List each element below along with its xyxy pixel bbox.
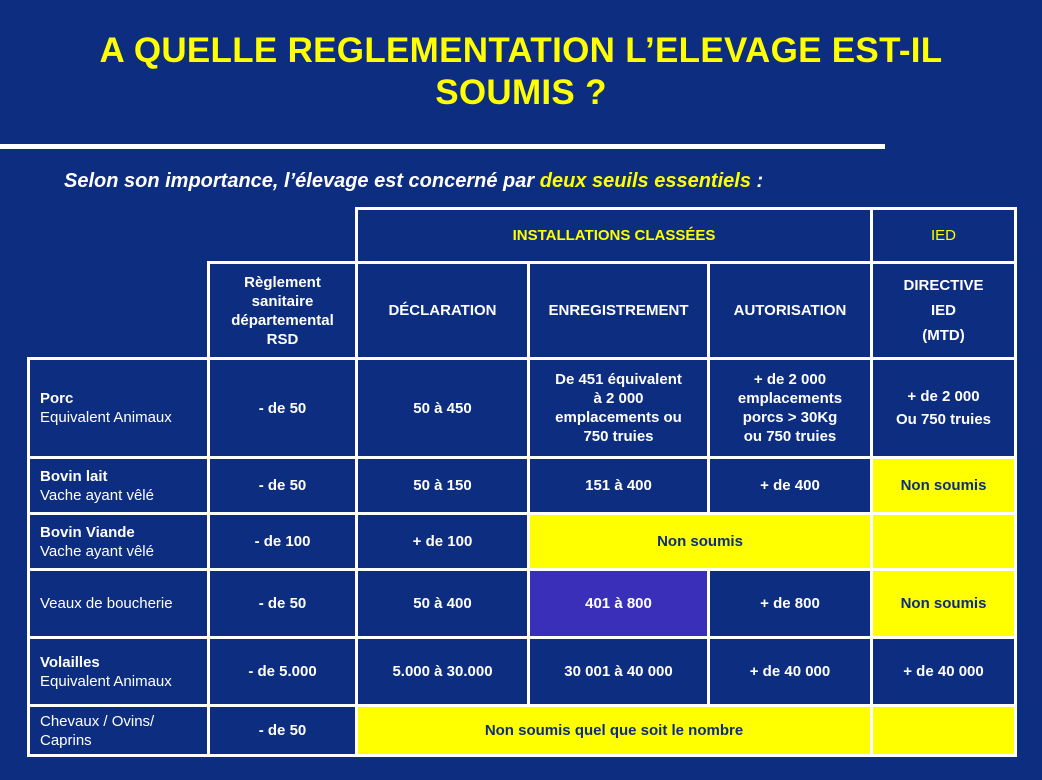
row-header-bovin-lait: Bovin lait Vache ayant vêlé bbox=[27, 456, 210, 515]
cell-bovin-viande-non-soumis: Non soumis bbox=[527, 512, 873, 571]
title-line-2: SOUMIS ? bbox=[435, 73, 607, 112]
row-name: Veaux de boucherie bbox=[40, 595, 173, 612]
regulation-table: INSTALLATIONS CLASSÉES IED Règlement san… bbox=[27, 207, 1017, 757]
cell-chevaux-non-soumis: Non soumis quel que soit le nombre bbox=[355, 704, 873, 757]
col-header-rsd: Règlement sanitaire départemental RSD bbox=[207, 261, 358, 360]
row-name: Porc bbox=[40, 390, 74, 407]
cell-bovin-lait-ied: Non soumis bbox=[870, 456, 1017, 515]
cell-volailles-rsd: - de 5.000 bbox=[207, 636, 358, 707]
col-header-rsd-line: Règlement bbox=[244, 273, 321, 291]
blank-corner bbox=[29, 263, 209, 359]
cell-line: emplacements bbox=[737, 390, 843, 407]
subtitle-suffix: : bbox=[750, 170, 764, 192]
cell-volailles-ied: + de 40 000 bbox=[870, 636, 1017, 707]
cell-chevaux-ied bbox=[870, 704, 1017, 757]
cell-line: + de 2 000 bbox=[907, 388, 980, 405]
cell-porc-autorisation: + de 2 000 emplacements porcs > 30Kg ou … bbox=[707, 357, 873, 459]
row-name: Chevaux / Ovins/ bbox=[40, 712, 155, 730]
row-header-veaux: Veaux de boucherie bbox=[27, 568, 210, 639]
col-header-enregistrement: ENREGISTREMENT bbox=[527, 261, 710, 360]
col-header-directive-ied: DIRECTIVE IED (MTD) bbox=[870, 261, 1017, 360]
col-header-autorisation: AUTORISATION bbox=[707, 261, 873, 360]
row-header-volailles: Volailles Equivalent Animaux bbox=[27, 636, 210, 707]
subtitle-highlight: deux seuils essentiels bbox=[539, 170, 751, 192]
cell-line: à 2 000 bbox=[593, 390, 644, 407]
table-row-bovin-viande: Bovin Viande Vache ayant vêlé - de 100 +… bbox=[27, 512, 1017, 571]
cell-line: Ou 750 truies bbox=[895, 411, 992, 428]
cell-veaux-enregistrement: 401 à 800 bbox=[527, 568, 710, 639]
subtitle-prefix: Selon son importance, l’élevage est conc… bbox=[64, 170, 540, 192]
row-header-chevaux: Chevaux / Ovins/ Caprins bbox=[27, 704, 210, 757]
row-subname: Vache ayant vêlé bbox=[40, 542, 154, 560]
title-divider bbox=[0, 144, 885, 149]
cell-porc-declaration: 50 à 450 bbox=[355, 357, 530, 459]
table-row: Règlement sanitaire départemental RSD DÉ… bbox=[29, 261, 1017, 360]
cell-veaux-rsd: - de 50 bbox=[207, 568, 358, 639]
cell-veaux-ied: Non soumis bbox=[870, 568, 1017, 639]
cell-bovin-viande-ied bbox=[870, 512, 1017, 571]
cell-line: ou 750 truies bbox=[743, 428, 837, 445]
table-row-porc: Porc Equivalent Animaux - de 50 50 à 450… bbox=[27, 357, 1017, 459]
slide-title: A QUELLE REGLEMENTATION L’ELEVAGE EST-IL… bbox=[0, 30, 1042, 114]
cell-porc-ied: + de 2 000 Ou 750 truies bbox=[870, 357, 1017, 459]
table-row-volailles: Volailles Equivalent Animaux - de 5.000 … bbox=[27, 636, 1017, 707]
col-header-rsd-line: départemental bbox=[231, 311, 334, 329]
row-subname: Equivalent Animaux bbox=[40, 672, 172, 690]
cell-porc-enregistrement: De 451 équivalent à 2 000 emplacements o… bbox=[527, 357, 710, 459]
cell-line: emplacements ou bbox=[555, 409, 682, 426]
header-ied: IED bbox=[870, 207, 1017, 264]
cell-volailles-autorisation: + de 40 000 bbox=[707, 636, 873, 707]
cell-volailles-enregistrement: 30 001 à 40 000 bbox=[527, 636, 710, 707]
table-row-veaux: Veaux de boucherie - de 50 50 à 400 401 … bbox=[27, 568, 1017, 639]
cell-line: 750 truies bbox=[583, 428, 654, 445]
cell-line: De 451 équivalent bbox=[555, 371, 682, 388]
cell-line: porcs > 30Kg bbox=[742, 409, 838, 426]
col-header-directive-line: (MTD) bbox=[922, 327, 965, 344]
title-line-1: A QUELLE REGLEMENTATION L’ELEVAGE EST-IL bbox=[99, 31, 943, 70]
col-header-declaration: DÉCLARATION bbox=[355, 261, 530, 360]
header-installations-classees: INSTALLATIONS CLASSÉES bbox=[355, 207, 873, 264]
cell-veaux-autorisation: + de 800 bbox=[707, 568, 873, 639]
cell-volailles-declaration: 5.000 à 30.000 bbox=[355, 636, 530, 707]
blank-corner bbox=[29, 209, 357, 263]
cell-bovin-viande-rsd: - de 100 bbox=[207, 512, 358, 571]
cell-bovin-lait-enregistrement: 151 à 400 bbox=[527, 456, 710, 515]
table-row-bovin-lait: Bovin lait Vache ayant vêlé - de 50 50 à… bbox=[27, 456, 1017, 515]
table-row: INSTALLATIONS CLASSÉES IED bbox=[29, 207, 1017, 264]
col-header-rsd-line: RSD bbox=[266, 330, 299, 348]
col-header-rsd-line: sanitaire bbox=[251, 292, 314, 310]
cell-bovin-lait-declaration: 50 à 150 bbox=[355, 456, 530, 515]
cell-chevaux-rsd: - de 50 bbox=[207, 704, 358, 757]
row-name: Bovin Viande bbox=[40, 523, 135, 541]
row-subname: Equivalent Animaux bbox=[40, 409, 172, 426]
cell-line: + de 2 000 bbox=[753, 371, 827, 388]
row-header-porc: Porc Equivalent Animaux bbox=[27, 357, 210, 459]
table-row-chevaux: Chevaux / Ovins/ Caprins - de 50 Non sou… bbox=[27, 704, 1017, 757]
cell-bovin-lait-autorisation: + de 400 bbox=[707, 456, 873, 515]
cell-bovin-viande-declaration: + de 100 bbox=[355, 512, 530, 571]
col-header-directive-line: IED bbox=[930, 302, 956, 319]
col-header-directive-line: DIRECTIVE bbox=[903, 277, 984, 294]
row-name: Bovin lait bbox=[40, 467, 108, 485]
row-subname: Vache ayant vêlé bbox=[40, 486, 154, 504]
row-name: Volailles bbox=[40, 653, 100, 671]
cell-porc-rsd: - de 50 bbox=[207, 357, 358, 459]
subtitle: Selon son importance, l’élevage est conc… bbox=[64, 168, 763, 194]
row-header-bovin-viande: Bovin Viande Vache ayant vêlé bbox=[27, 512, 210, 571]
cell-bovin-lait-rsd: - de 50 bbox=[207, 456, 358, 515]
row-name: Caprins bbox=[40, 731, 92, 749]
cell-veaux-declaration: 50 à 400 bbox=[355, 568, 530, 639]
